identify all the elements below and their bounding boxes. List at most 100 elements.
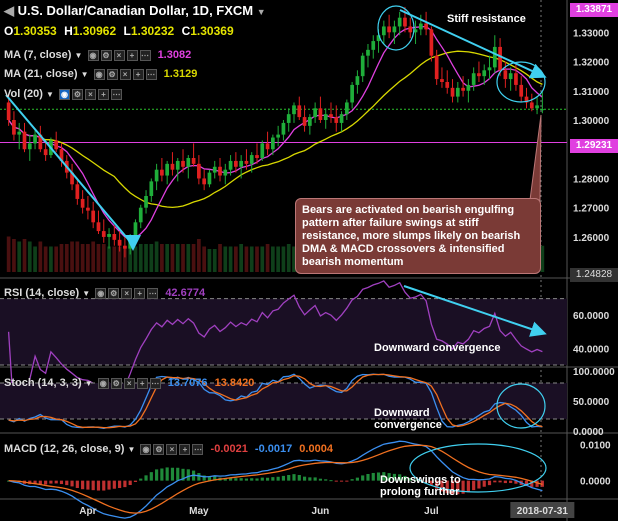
rsi-trend-line xyxy=(403,285,547,337)
chevron-down-icon[interactable]: ▼ xyxy=(80,70,89,79)
eye-icon[interactable]: ◉ xyxy=(58,88,70,100)
macd-hist-bar xyxy=(302,476,307,481)
add-icon[interactable]: + xyxy=(126,49,138,61)
candle-body xyxy=(160,169,164,176)
candle-body xyxy=(461,87,465,91)
candle-body xyxy=(418,23,423,30)
macd-hist-bar xyxy=(308,477,312,481)
macd-hist-bar xyxy=(450,480,455,495)
close-icon[interactable]: × xyxy=(84,88,96,100)
eye-icon[interactable]: ◉ xyxy=(87,49,99,61)
rsi-legend[interactable]: RSI (14, close) ▼ ◉ ⚙ × + ⋯ 42.6774 xyxy=(4,287,205,299)
add-icon[interactable]: + xyxy=(179,443,191,455)
macd-hist-bar xyxy=(239,478,243,481)
ohlc-row: O1.30353 H1.30962 L1.30232 C1.30369 xyxy=(4,24,234,38)
macd-hist-bar xyxy=(49,480,53,484)
eye-icon[interactable]: ◉ xyxy=(95,287,107,299)
gear-icon[interactable]: ⚙ xyxy=(110,377,122,389)
macd-hist-bar xyxy=(530,480,534,487)
volume-bar xyxy=(170,244,175,272)
more-icon[interactable]: ⋯ xyxy=(147,287,159,299)
stoch-d-path xyxy=(8,373,543,429)
candle-body xyxy=(255,155,259,158)
candle-body xyxy=(181,160,185,167)
macd-hist-bar xyxy=(408,477,412,481)
macd-hist-bar xyxy=(355,477,359,481)
collapse-icon[interactable]: ◀ xyxy=(4,3,14,18)
more-icon[interactable]: ⋯ xyxy=(145,68,157,80)
macd-hist-bar xyxy=(38,480,42,485)
add-icon[interactable]: + xyxy=(97,88,109,100)
stoch-k-value: 13.7076 xyxy=(167,377,208,389)
gear-icon[interactable]: ⚙ xyxy=(153,443,165,455)
more-icon[interactable]: ⋯ xyxy=(192,443,204,455)
macd-legend[interactable]: MACD (12, 26, close, 9) ▼ ◉ ⚙ × + ⋯ -0.0021 … xyxy=(4,443,333,455)
volume-bar xyxy=(160,244,164,272)
candle-body xyxy=(535,105,539,109)
macd-hist-bar xyxy=(318,478,323,481)
vol-label: Vol (20) xyxy=(4,88,43,100)
macd-hist-bar xyxy=(329,480,333,482)
close-icon[interactable]: × xyxy=(121,287,133,299)
gear-icon[interactable]: ⚙ xyxy=(100,49,112,61)
ma21-legend[interactable]: MA (21, close) ▼ ◉ ⚙ × + ⋯ 1.3129 xyxy=(4,68,197,80)
more-icon[interactable]: ⋯ xyxy=(149,377,161,389)
candle-body xyxy=(265,143,270,150)
close-icon[interactable]: × xyxy=(166,443,178,455)
macd-hist-bar xyxy=(181,468,185,481)
macd-hist-bar xyxy=(149,472,153,481)
macd-hist-bar xyxy=(96,480,101,491)
gear-icon[interactable]: ⚙ xyxy=(106,68,118,80)
eye-icon[interactable]: ◉ xyxy=(97,377,109,389)
chevron-down-icon[interactable]: ▼ xyxy=(74,51,83,60)
candle-body xyxy=(529,102,534,109)
gear-icon[interactable]: ⚙ xyxy=(108,287,120,299)
volume-bar xyxy=(165,244,170,272)
macd-hist-bar xyxy=(155,469,159,481)
volume-bar xyxy=(271,246,275,272)
chevron-down-icon[interactable]: ▼ xyxy=(256,7,266,17)
macd-hist-bar xyxy=(461,480,465,494)
more-icon[interactable]: ⋯ xyxy=(110,88,122,100)
close-icon[interactable]: × xyxy=(113,49,125,61)
volume-bar xyxy=(70,241,74,272)
macd-hist-bar xyxy=(361,475,365,481)
gear-icon[interactable]: ⚙ xyxy=(71,88,83,100)
resistance-trend-line xyxy=(399,9,547,79)
candle-body xyxy=(138,207,143,223)
symbol-title[interactable]: U.S. Dollar/Canadian Dollar, 1D, FXCM xyxy=(17,3,254,18)
vol-legend[interactable]: Vol (20) ▼ ◉ ⚙ × + ⋯ xyxy=(4,88,122,100)
low-label: L xyxy=(123,24,131,38)
candle-body xyxy=(70,172,74,185)
chevron-down-icon[interactable]: ▼ xyxy=(84,379,93,388)
candle-body xyxy=(366,49,370,56)
add-icon[interactable]: + xyxy=(132,68,144,80)
add-icon[interactable]: + xyxy=(136,377,148,389)
macd-hist-bar xyxy=(498,480,502,483)
volume-bar xyxy=(265,244,270,272)
macd-hist-bar xyxy=(413,479,418,481)
candle-body xyxy=(487,67,492,71)
volume-bar xyxy=(218,244,222,272)
close-icon[interactable]: × xyxy=(123,377,135,389)
macd-hist-bar xyxy=(297,474,301,481)
more-icon[interactable]: ⋯ xyxy=(139,49,151,61)
add-icon[interactable]: + xyxy=(134,287,146,299)
macd-label: MACD (12, 26, close, 9) xyxy=(4,443,125,455)
macd-hist-bar xyxy=(139,478,143,481)
chevron-down-icon[interactable]: ▼ xyxy=(45,90,54,99)
candle-body xyxy=(12,120,16,135)
macd-hist-bar xyxy=(324,479,328,481)
chevron-down-icon[interactable]: ▼ xyxy=(82,289,91,298)
volume-bar xyxy=(22,239,27,272)
chevron-down-icon[interactable]: ▼ xyxy=(127,445,136,454)
eye-icon[interactable]: ◉ xyxy=(93,68,105,80)
stoch-label: Stoch (14, 3, 3) xyxy=(4,377,82,389)
close-icon[interactable]: × xyxy=(119,68,131,80)
candle-body xyxy=(392,26,397,33)
ma7-legend[interactable]: MA (7, close) ▼ ◉ ⚙ × + ⋯ 1.3082 xyxy=(4,49,191,61)
macd-hist-bar xyxy=(70,480,74,487)
candle-body xyxy=(329,114,333,118)
stoch-legend[interactable]: Stoch (14, 3, 3) ▼ ◉ ⚙ × + ⋯ 13.7076 13.8420 xyxy=(4,377,254,389)
eye-icon[interactable]: ◉ xyxy=(140,443,152,455)
